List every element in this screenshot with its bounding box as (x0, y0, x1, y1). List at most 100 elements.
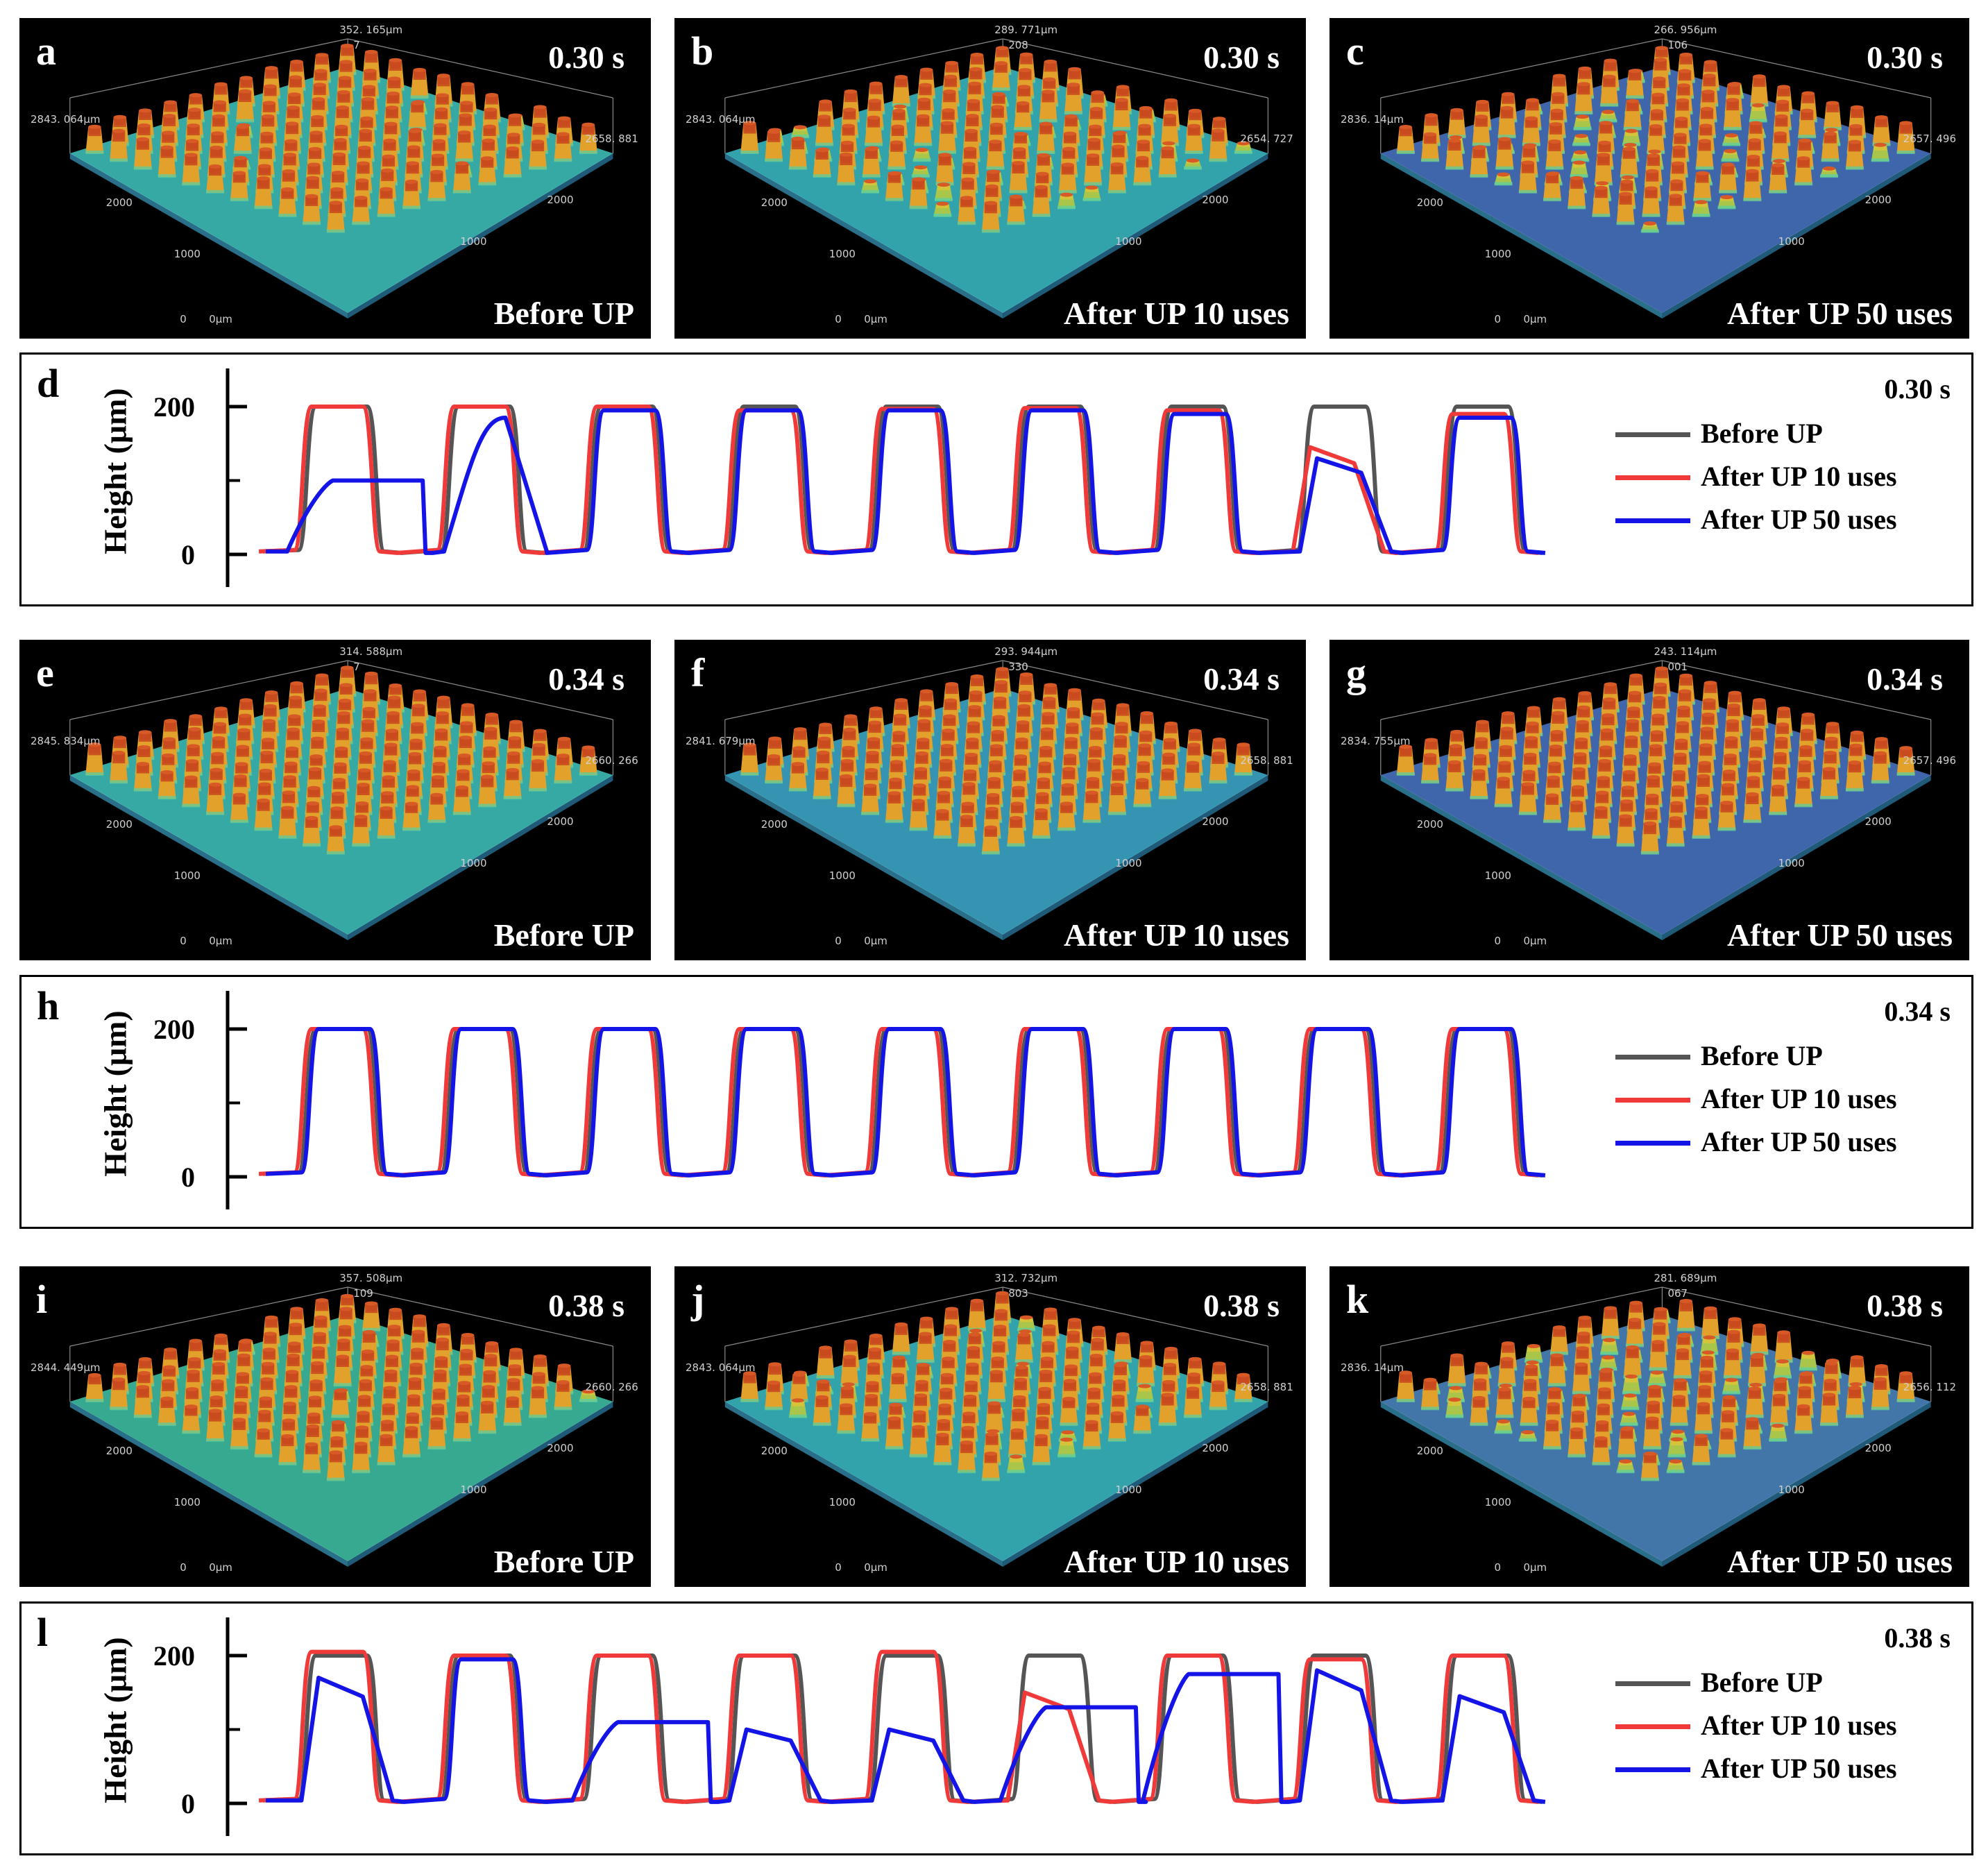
pillar (133, 137, 152, 170)
axis-label-right-label: 2658. 881 (585, 133, 638, 145)
pillar (911, 165, 930, 178)
pillar (788, 762, 807, 792)
pillar-array (740, 1291, 1252, 1481)
axis-label-axis-a: 2000 (106, 1445, 133, 1457)
pillar (1723, 98, 1742, 130)
pillar (1184, 760, 1203, 792)
legend-label: After UP 50 uses (1701, 504, 1897, 535)
axis-label-axis-c: 2000 (1865, 194, 1892, 206)
surface-plot-a: 352. 165μm 7 2843. 064μm 2658. 881 2000 1000 2… (31, 24, 638, 325)
pillar (158, 145, 176, 178)
axis-label-axis-a: 2000 (761, 196, 788, 209)
pillar (1592, 1436, 1611, 1465)
pillar (1107, 162, 1126, 194)
axis-label-left-label: 2843. 064μm (686, 113, 756, 126)
pillar (333, 1354, 352, 1387)
pillar (427, 169, 446, 202)
panel-letter: g (1346, 650, 1366, 695)
axis-label-axis-b: 1000 (1485, 1496, 1511, 1508)
panel-letter: e (36, 650, 54, 695)
axis-label-axis-c: 2000 (547, 194, 573, 206)
pillar (1234, 141, 1252, 154)
axis-label-axis-a: 2000 (1417, 196, 1443, 209)
pillar (1871, 142, 1889, 162)
pillar (1600, 1338, 1619, 1355)
axis-label-axis-c: 2000 (1202, 194, 1228, 206)
pillar-array (1396, 46, 1915, 233)
pillar (1084, 153, 1103, 186)
pillar (326, 201, 345, 233)
surface-panel-e: 314. 588μm 7 2845. 834μm 2660. 266 2000 1000 2… (19, 640, 651, 960)
pillar (377, 1434, 396, 1465)
pillar (1667, 1437, 1686, 1458)
pillar (478, 774, 497, 808)
pillar (85, 124, 104, 154)
pillar (1871, 751, 1889, 784)
axis-label-z-top: 001 (1667, 661, 1688, 673)
axis-label-top-label: 289. 771μm (994, 24, 1057, 36)
pillar (402, 1426, 421, 1458)
pillar (916, 1332, 935, 1363)
pillar (1571, 150, 1590, 162)
time-label: 0.30 s (1884, 373, 1951, 405)
axis-label-left-label: 2836. 14μm (1341, 1361, 1404, 1374)
pillar (865, 115, 883, 146)
time-label: 0.38 s (1203, 1288, 1280, 1323)
pillar (1573, 114, 1592, 130)
series-line (265, 1027, 1546, 1178)
pillar-array (1396, 666, 1915, 855)
pillar (278, 806, 297, 839)
pillar (1009, 161, 1028, 194)
pillar (1543, 1419, 1562, 1450)
pillar (1494, 172, 1513, 186)
axis-label-axis-d: 1000 (1778, 235, 1805, 248)
pillar-array (85, 1293, 597, 1481)
surface-plot-k: 281. 689μm 067 2836. 14μm 2656. 112 2000 1000… (1341, 1272, 1956, 1574)
pillar (1007, 1454, 1026, 1474)
pillar (1592, 185, 1611, 217)
panel-letter: l (37, 1610, 49, 1655)
axis-label-axis-b: 1000 (174, 1496, 201, 1508)
pillar (1799, 1350, 1817, 1371)
pillar (1692, 200, 1710, 217)
pillar (1845, 139, 1864, 170)
pillar (1622, 1374, 1641, 1395)
pillar (933, 201, 952, 217)
pillar (503, 146, 522, 178)
pillar (1640, 821, 1659, 855)
pillar (1798, 108, 1817, 139)
time-label: 0.38 s (1884, 1622, 1951, 1654)
pillar (1616, 814, 1635, 847)
axis-label-zero-um: 0μm (209, 935, 232, 947)
pillar (914, 114, 933, 146)
surface-panel-i: 357. 508μm 109 2844. 449μm 2660. 266 2000 100… (19, 1266, 651, 1587)
pillar (303, 194, 321, 226)
pillar (892, 1322, 910, 1355)
axis-label-axis-d: 1000 (460, 857, 486, 869)
pillar (1601, 1306, 1620, 1340)
legend-swatch (1615, 1098, 1690, 1103)
pillar (503, 1396, 522, 1427)
pillar (1445, 1397, 1464, 1418)
condition-label: After UP 50 uses (1727, 1544, 1953, 1579)
pillar (765, 754, 783, 784)
axis-label-right-label: 2654. 727 (1240, 133, 1293, 145)
pillar (887, 140, 906, 170)
pillar (740, 121, 759, 154)
pillar (740, 1371, 759, 1402)
pillar (1421, 132, 1440, 162)
pillar (1497, 1357, 1516, 1387)
pillar (1017, 1315, 1036, 1332)
surface-panel-j: 312. 732μm 803 2843. 064μm 2658. 881 2000 100… (674, 1266, 1306, 1587)
pillar (1447, 108, 1466, 139)
pillar (1524, 1343, 1543, 1363)
pillar (1107, 1411, 1126, 1442)
pillar (230, 792, 248, 824)
pillar (1723, 1348, 1742, 1379)
pillar (579, 122, 597, 154)
pillar (1039, 90, 1057, 123)
axis-label-right-label: 2660. 266 (585, 1381, 638, 1393)
axis-label-right-label: 2657. 496 (1903, 133, 1956, 145)
pillar (1160, 113, 1179, 146)
surface-panel-a: 352. 165μm 7 2843. 064μm 2658. 881 2000 1000 2… (19, 18, 651, 339)
